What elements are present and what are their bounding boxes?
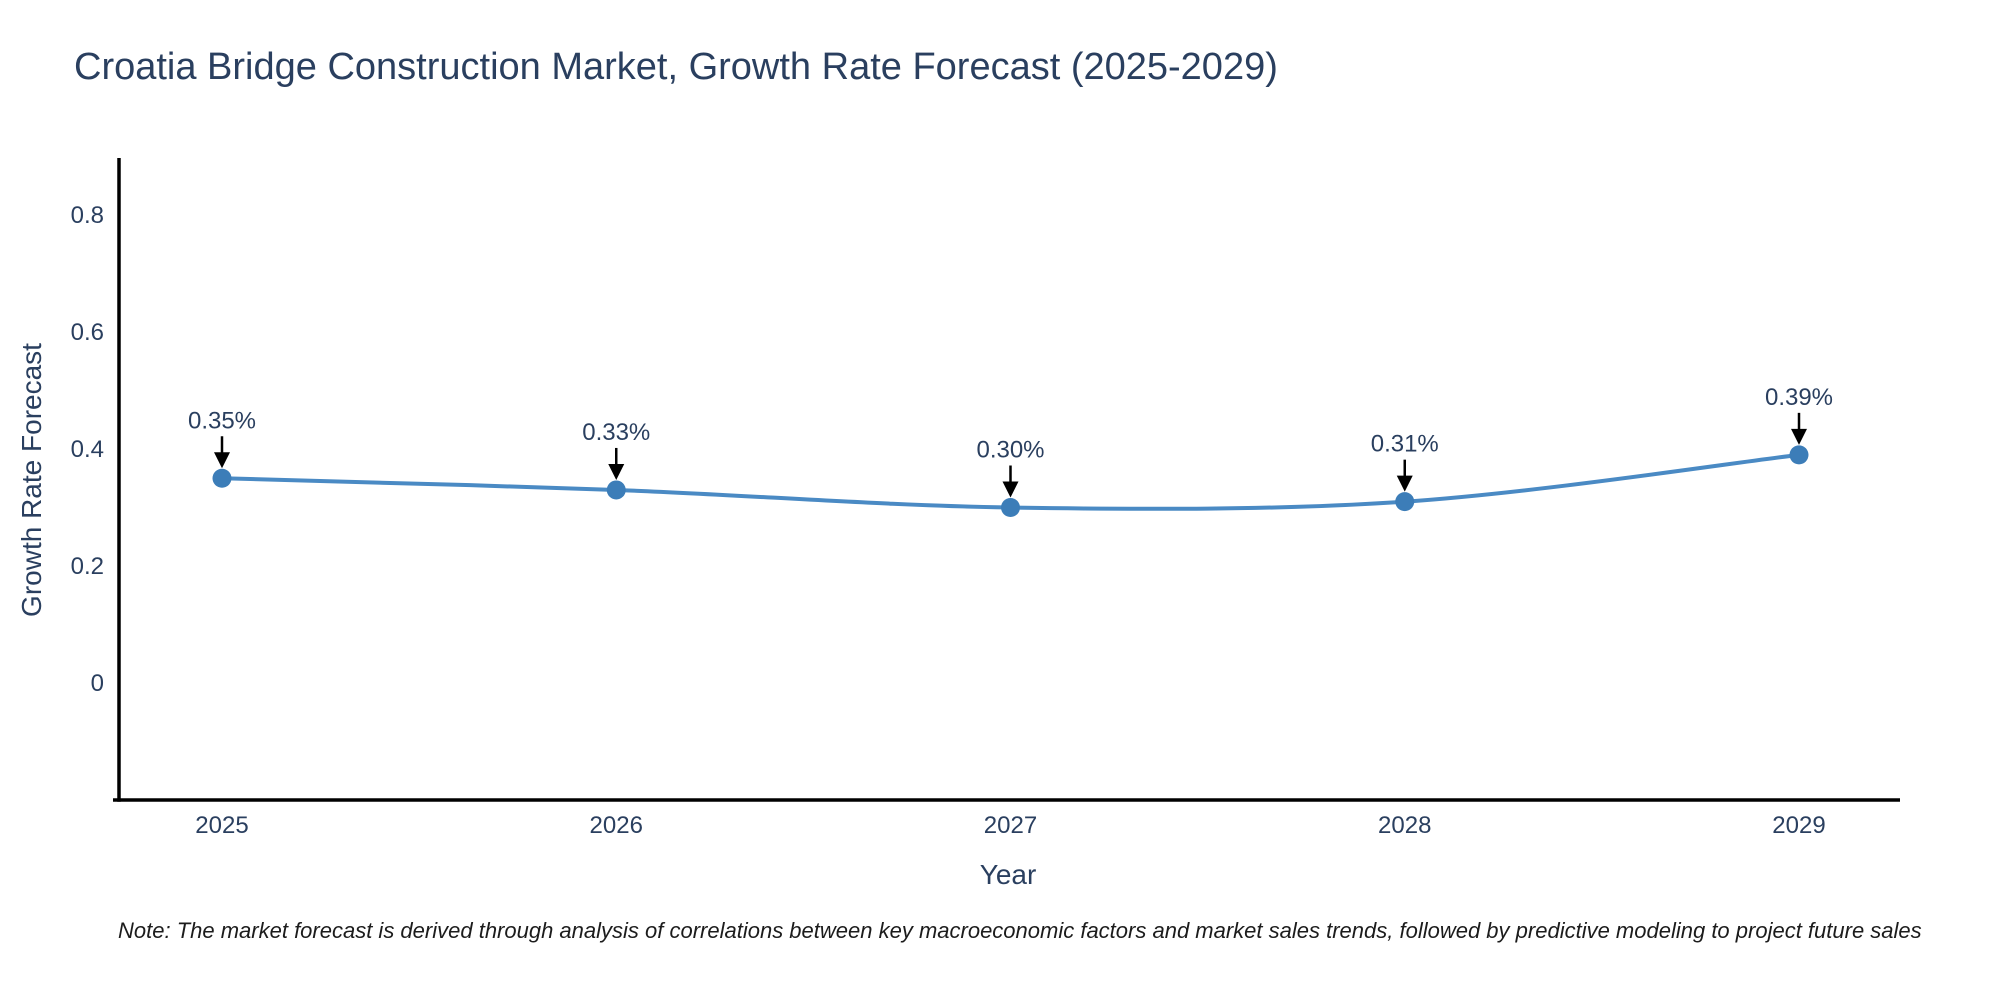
y-tick-label-0.2: 0.2	[71, 553, 104, 580]
annotation-arrowhead-2028	[1396, 475, 1413, 492]
annotation-arrowhead-2029	[1791, 428, 1807, 445]
x-tick-label-2027: 2027	[984, 812, 1037, 839]
x-tick-label-2028: 2028	[1378, 812, 1431, 839]
y-tick-label-0.4: 0.4	[71, 436, 104, 463]
annotation-label-2025: 0.35%	[188, 407, 256, 434]
y-tick-label-0.6: 0.6	[71, 319, 104, 346]
y-tick-label-0: 0	[91, 670, 104, 697]
annotation-arrowhead-2025	[214, 452, 230, 469]
annotation-label-2027: 0.30%	[976, 437, 1044, 464]
x-tick-label-2025: 2025	[195, 812, 248, 839]
annotation-label-2026: 0.33%	[582, 419, 650, 446]
data-point-2028	[1395, 492, 1415, 512]
x-tick-label-2029: 2029	[1772, 812, 1825, 839]
annotation-label-2029: 0.39%	[1765, 384, 1833, 411]
chart-note: Note: The market forecast is derived thr…	[118, 918, 1922, 943]
x-axis-title: Year	[979, 859, 1037, 890]
annotation-label-2028: 0.31%	[1371, 431, 1439, 458]
annotation-arrowhead-2027	[1002, 481, 1019, 498]
data-point-2025	[212, 468, 232, 488]
x-tick-label-2026: 2026	[590, 812, 643, 839]
data-point-2026	[606, 480, 626, 500]
y-tick-label-0.8: 0.8	[71, 202, 104, 229]
data-point-2029	[1789, 445, 1809, 465]
data-point-2027	[1001, 498, 1020, 517]
chart-title: Croatia Bridge Construction Market, Grow…	[74, 46, 1278, 88]
annotation-arrowhead-2026	[608, 463, 625, 480]
